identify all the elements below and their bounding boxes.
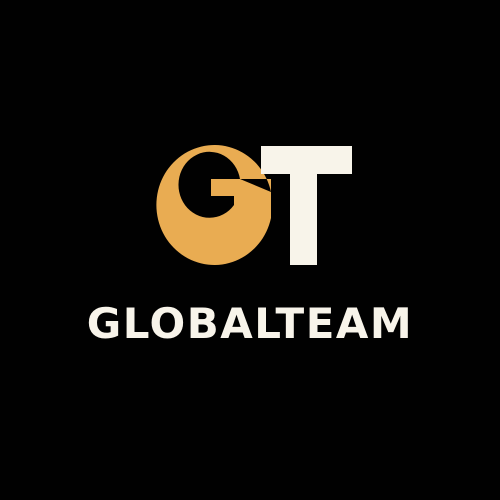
letter-t-bar (261, 146, 352, 174)
letter-g-shape (156, 145, 271, 266)
brand-wordmark: GLOBALTEAM (86, 299, 414, 348)
letter-t-stem (290, 174, 317, 265)
